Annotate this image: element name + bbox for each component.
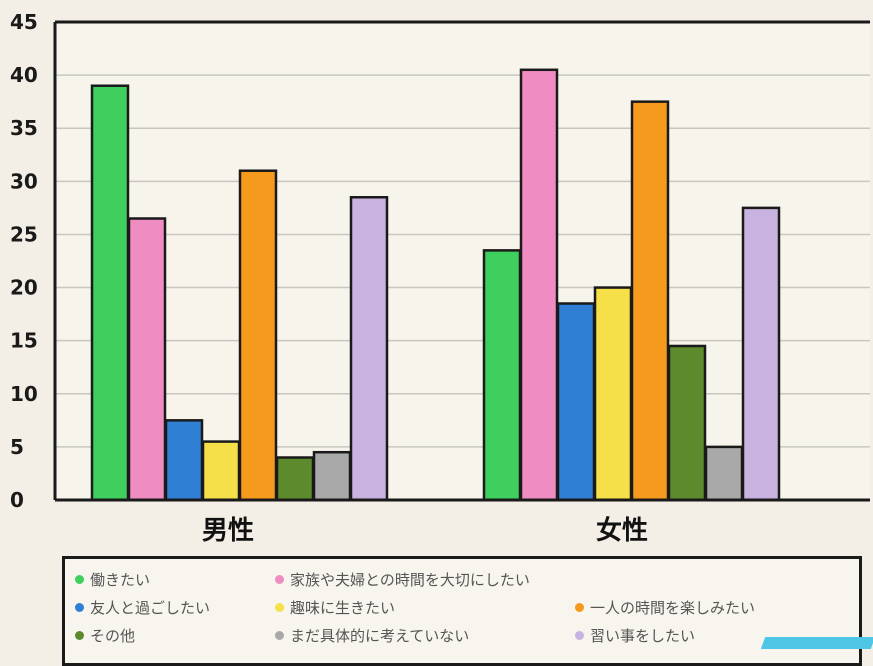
y-tick-label: 35 [10,116,38,140]
y-tick-label: 40 [10,63,38,87]
bar [312,450,352,502]
bar [201,440,241,502]
legend-swatch [575,603,584,612]
legend-label: 家族や夫婦との時間を大切にしたい [290,571,530,589]
legend-label: 習い事をしたい [590,627,696,645]
bar [349,196,389,502]
legend-swatch [275,575,284,584]
category-label-male: 男性 [202,516,254,546]
bars-group [90,68,781,502]
bar [556,302,596,502]
legend-swatch [75,575,84,584]
legend: 働きたい 家族や夫婦との時間を大切にしたい 友人と過ごしたい 趣味に生きたい 一… [62,556,862,666]
y-tick-label: 30 [10,169,38,193]
bar [593,286,633,502]
legend-label: 友人と過ごしたい [90,599,211,617]
legend-item-2: 家族や夫婦との時間を大切にしたい [275,569,530,590]
bar [238,169,278,502]
legend-item-4: 趣味に生きたい [275,597,395,618]
legend-item-1: 働きたい [75,569,150,590]
legend-swatch [75,631,84,640]
bar [275,456,315,502]
legend-swatch [75,603,84,612]
bar [482,249,522,502]
legend-label: その他 [90,627,136,645]
bar [630,100,670,502]
y-tick-labels: 0 5 10 15 20 25 30 35 40 45 [10,10,38,512]
y-tick-label: 45 [10,10,38,34]
bar [90,84,130,502]
bar-chart: 0 5 10 15 20 25 30 35 40 45 男性 女性 [10,10,870,546]
y-tick-label: 25 [10,222,38,246]
bar [667,344,707,502]
bar [519,68,559,502]
legend-label: まだ具体的に考えていない [290,627,470,645]
bar [704,445,744,502]
legend-label: 趣味に生きたい [290,599,396,617]
legend-label: 一人の時間を楽しみたい [590,599,756,617]
bar [127,217,167,502]
bar [164,419,204,502]
y-tick-label: 10 [10,382,38,406]
decorative-tape [760,637,873,649]
y-tick-label: 20 [10,276,38,300]
legend-swatch [275,603,284,612]
legend-item-7: まだ具体的に考えていない [275,625,469,646]
legend-item-6: その他 [75,625,135,646]
legend-swatch [275,631,284,640]
legend-label: 働きたい [90,571,151,589]
y-tick-label: 0 [10,488,24,512]
legend-item-8: 習い事をしたい [575,625,695,646]
legend-item-5: 一人の時間を楽しみたい [575,597,755,618]
y-tick-label: 15 [10,329,38,353]
bar [741,206,781,502]
category-label-female: 女性 [596,515,648,546]
legend-item-3: 友人と過ごしたい [75,597,210,618]
y-tick-label: 5 [10,435,24,459]
legend-swatch [575,631,584,640]
